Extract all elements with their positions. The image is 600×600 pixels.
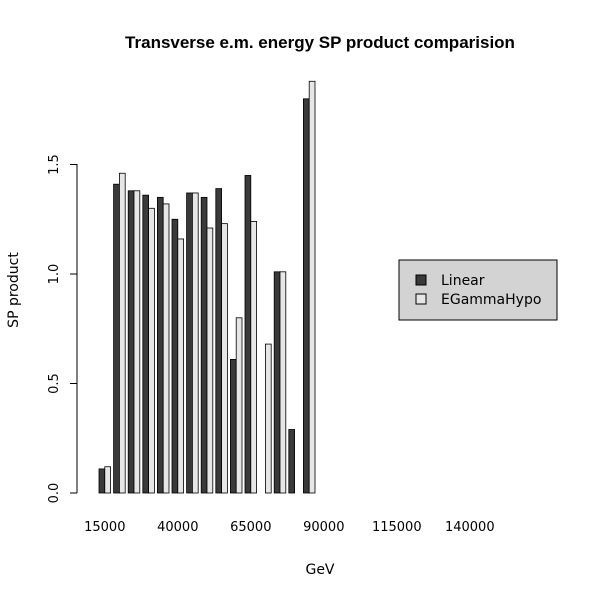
bar-egammahypo — [308, 80, 316, 494]
bar-egammahypo — [191, 192, 199, 494]
bars-group — [98, 80, 316, 494]
bar-egammahypo — [148, 207, 155, 494]
bar-egammahypo — [104, 466, 112, 494]
bar-linear — [200, 196, 208, 494]
bar-egammahypo — [264, 343, 272, 494]
x-tick-labels: 15000 40000 65000 90000 115000 140000 — [84, 520, 495, 535]
legend-box — [398, 259, 558, 321]
bar-egammahypo — [206, 227, 214, 494]
x-tick-label: 15000 — [84, 520, 125, 535]
bar-linear — [288, 429, 295, 494]
y-tick-label: 0.5 — [47, 373, 62, 394]
legend-label-egammahypo: EGammaHypo — [441, 292, 541, 308]
bar-linear — [273, 271, 281, 494]
bar-linear — [142, 194, 150, 494]
y-tick-label: 1.5 — [47, 154, 62, 175]
bar-linear — [127, 190, 135, 494]
bar-linear — [229, 359, 237, 494]
bar-linear — [302, 98, 310, 494]
x-tick-label: 65000 — [230, 520, 271, 535]
x-tick-label: 90000 — [303, 520, 344, 535]
bar-egammahypo — [235, 317, 243, 494]
x-tick-label: 140000 — [445, 520, 495, 535]
bar-linear — [215, 188, 223, 494]
x-tick-label: 115000 — [372, 520, 422, 535]
chart-title: Transverse e.m. energy SP product compar… — [125, 33, 515, 52]
bar-egammahypo — [177, 238, 185, 494]
y-tick-label: 0.0 — [47, 483, 62, 504]
legend-swatch-linear — [415, 274, 427, 286]
legend-swatch-egammahypo — [415, 293, 427, 305]
bar-linear — [186, 192, 193, 494]
x-axis-label: GeV — [305, 562, 334, 578]
bar-egammahypo — [162, 203, 170, 494]
bar-linear — [98, 468, 106, 494]
bar-egammahypo — [133, 190, 141, 494]
bar-linear — [244, 175, 252, 494]
legend: Linear EGammaHypo — [398, 259, 558, 321]
bar-egammahypo — [250, 221, 258, 494]
bar-egammahypo — [119, 172, 126, 494]
bar-linear — [171, 218, 179, 494]
bar-egammahypo — [279, 271, 287, 494]
bar-egammahypo — [221, 223, 228, 494]
y-axis-label: SP product — [6, 252, 22, 328]
y-tick-label: 1.0 — [47, 264, 62, 285]
bar-linear — [113, 183, 120, 494]
x-tick-label: 40000 — [157, 520, 198, 535]
y-axis: 0.0 0.5 1.0 1.5 — [47, 154, 78, 504]
bar-linear — [156, 196, 164, 494]
legend-label-linear: Linear — [441, 273, 485, 289]
